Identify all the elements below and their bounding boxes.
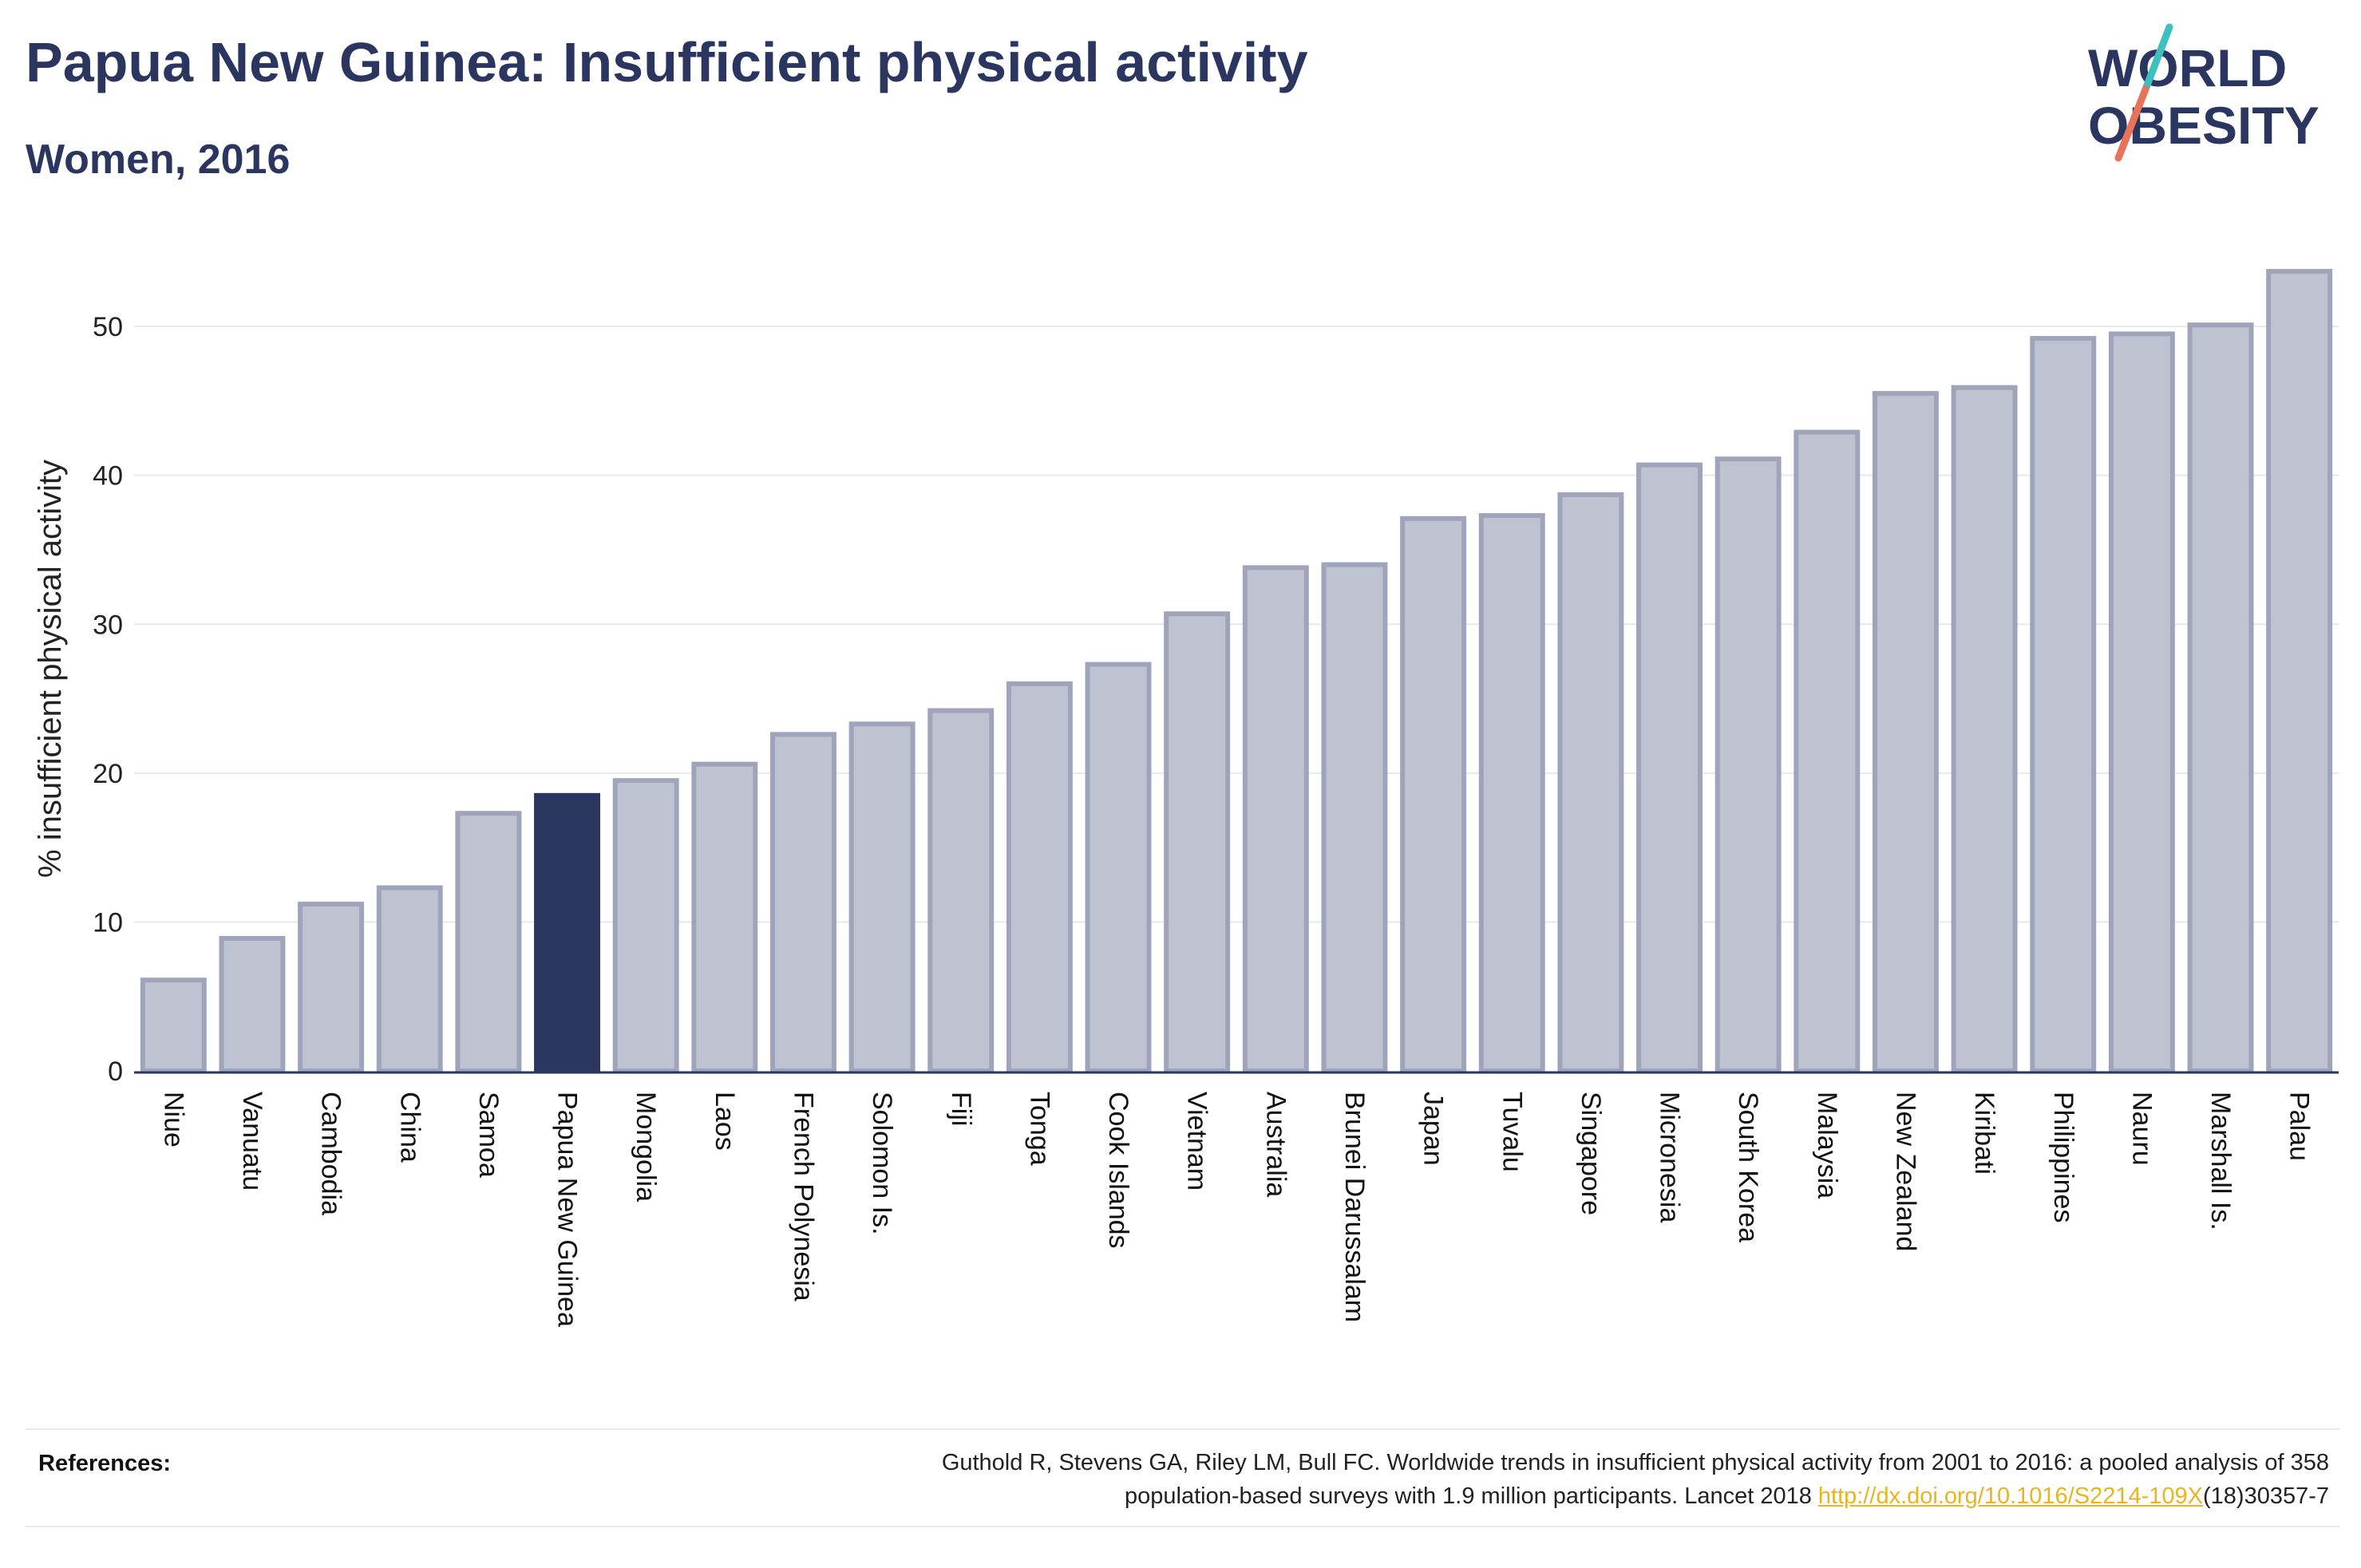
chart-bars (140, 269, 2333, 1074)
x-tick-label: China (394, 1092, 425, 1163)
bar-south-korea (1714, 456, 1782, 1073)
bar-vanuatu (219, 935, 286, 1073)
bar-china (376, 885, 443, 1073)
reference-line-1: Guthold R, Stevens GA, Riley LM, Bull FC… (941, 1450, 2329, 1475)
x-tick-label: Micronesia (1655, 1092, 1685, 1222)
page-subtitle: Women, 2016 (26, 136, 291, 183)
bar-laos (691, 761, 758, 1073)
reference-line-2-end: (18)30357-7 (2203, 1483, 2329, 1509)
bar-tonga (1006, 681, 1073, 1073)
bar-micronesia (1636, 462, 1703, 1073)
bar-nauru (2108, 331, 2175, 1073)
bar-tuvalu (1478, 513, 1545, 1073)
bar-palau (2266, 269, 2333, 1073)
x-tick-label: Cambodia (316, 1092, 346, 1215)
x-tick-label: Tuvalu (1497, 1092, 1527, 1172)
references-bottom-divider (26, 1526, 2340, 1527)
x-tick-label: Mongolia (631, 1092, 661, 1202)
x-tick-label: Laos (710, 1092, 740, 1151)
x-tick-label: Vietnam (1182, 1092, 1212, 1191)
bar-niue (140, 978, 207, 1074)
bar-australia (1242, 565, 1309, 1073)
x-tick-label: Niue (158, 1092, 188, 1147)
bar-french-polynesia (769, 732, 836, 1073)
x-tick-label: French Polynesia (788, 1092, 818, 1301)
logo-slash-coral (2114, 85, 2149, 162)
bar-mongolia (612, 778, 679, 1074)
bar-singapore (1557, 492, 1624, 1073)
y-tick-label: 0 (108, 1057, 123, 1087)
bar-papua-new-guinea (534, 792, 601, 1073)
y-tick-label: 20 (93, 759, 123, 789)
x-tick-label: Tonga (1024, 1092, 1054, 1166)
x-tick-label: Vanuatu (237, 1092, 267, 1191)
x-tick-label: Fiji (946, 1092, 976, 1126)
x-tick-label: Singapore (1576, 1092, 1606, 1215)
x-tick-label: Cook Islands (1103, 1092, 1133, 1249)
bar-japan (1400, 515, 1467, 1073)
y-axis-title: % insufficient physical activity (33, 460, 68, 878)
logo-slash-teal (2142, 23, 2173, 93)
reference-line-2: population-based surveys with 1.9 millio… (1125, 1483, 1818, 1509)
bar-new-zealand (1872, 391, 1939, 1073)
bar-philippines (2030, 336, 2097, 1074)
x-tick-label: Australia (1260, 1092, 1291, 1197)
logo-text-world: WORLD (2088, 38, 2287, 97)
x-tick-label: Japan (1418, 1092, 1449, 1166)
x-tick-label: Kiribati (1969, 1092, 1999, 1175)
bar-solomon-is (848, 721, 916, 1073)
references-heading: References: (38, 1451, 172, 1476)
references-top-divider (26, 1428, 2340, 1430)
x-tick-label: Samoa (473, 1092, 504, 1178)
y-axis-ticks: 0 10 20 30 40 50 (93, 312, 123, 1087)
bar-samoa (455, 811, 522, 1073)
y-tick-label: 30 (93, 610, 123, 640)
x-tick-label: Brunei Darussalam (1339, 1092, 1370, 1322)
bar-marshall-is (2187, 322, 2254, 1073)
x-tick-label: Nauru (2126, 1092, 2157, 1166)
x-tick-label: New Zealand (1890, 1092, 1920, 1251)
y-tick-label: 40 (93, 461, 123, 492)
bar-kiribati (1951, 385, 2018, 1073)
x-tick-label: Solomon Is. (867, 1092, 897, 1235)
bar-cambodia (298, 902, 365, 1073)
x-tick-label: Malaysia (1812, 1092, 1842, 1199)
world-obesity-logo: WORLD OBESITY (2088, 23, 2319, 162)
x-axis-labels: Niue Vanuatu Cambodia China Samoa Papua New G… (158, 1092, 2314, 1327)
bar-malaysia (1793, 429, 1861, 1073)
y-tick-label: 10 (93, 907, 123, 938)
x-tick-label: Marshall Is. (2205, 1092, 2236, 1230)
bar-fiji (927, 708, 995, 1073)
bar-cook-islands (1085, 662, 1152, 1074)
x-tick-label: Papua New Guinea (552, 1092, 583, 1327)
bar-brunei-darussalam (1321, 562, 1388, 1073)
bar-vietnam (1164, 611, 1231, 1073)
y-tick-label: 50 (93, 312, 123, 342)
reference-doi-link[interactable]: http://dx.doi.org/10.1016/S2214-109X (1817, 1483, 2203, 1509)
page-title: Papua New Guinea: Insufficient physical … (26, 31, 1308, 93)
x-tick-label: Palau (2284, 1092, 2315, 1161)
references-text: Guthold R, Stevens GA, Riley LM, Bull FC… (533, 1446, 2329, 1513)
bar-chart: 0 10 20 30 40 50 Niue Vanuatu Cambodia China Samo… (33, 269, 2339, 1327)
x-tick-label: Philippines (2048, 1092, 2078, 1222)
x-tick-label: South Korea (1733, 1092, 1763, 1242)
